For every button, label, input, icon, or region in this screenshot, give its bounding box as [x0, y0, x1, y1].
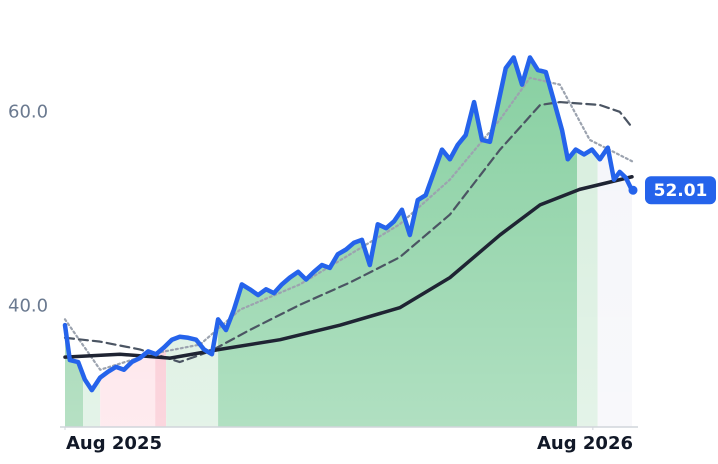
- regime-band: [83, 57, 101, 427]
- series-line: [62, 55, 635, 393]
- series-line: [63, 100, 634, 364]
- bands: [65, 57, 632, 427]
- x-tick-label: Aug 2026: [537, 433, 633, 454]
- last-point: [628, 185, 638, 195]
- axes: 40.0 60.0 Aug 2025 Aug 2026: [8, 102, 638, 454]
- last-value-badge: [645, 176, 716, 205]
- lines: 52.01: [62, 55, 716, 393]
- last-value-label: 52.01: [654, 181, 708, 201]
- x-tick-label: Aug 2025: [66, 433, 162, 454]
- y-tick-label: 40.0: [8, 296, 48, 317]
- y-tick-label: 60.0: [8, 102, 48, 123]
- series-line: [63, 175, 634, 360]
- band-fade: [65, 57, 632, 427]
